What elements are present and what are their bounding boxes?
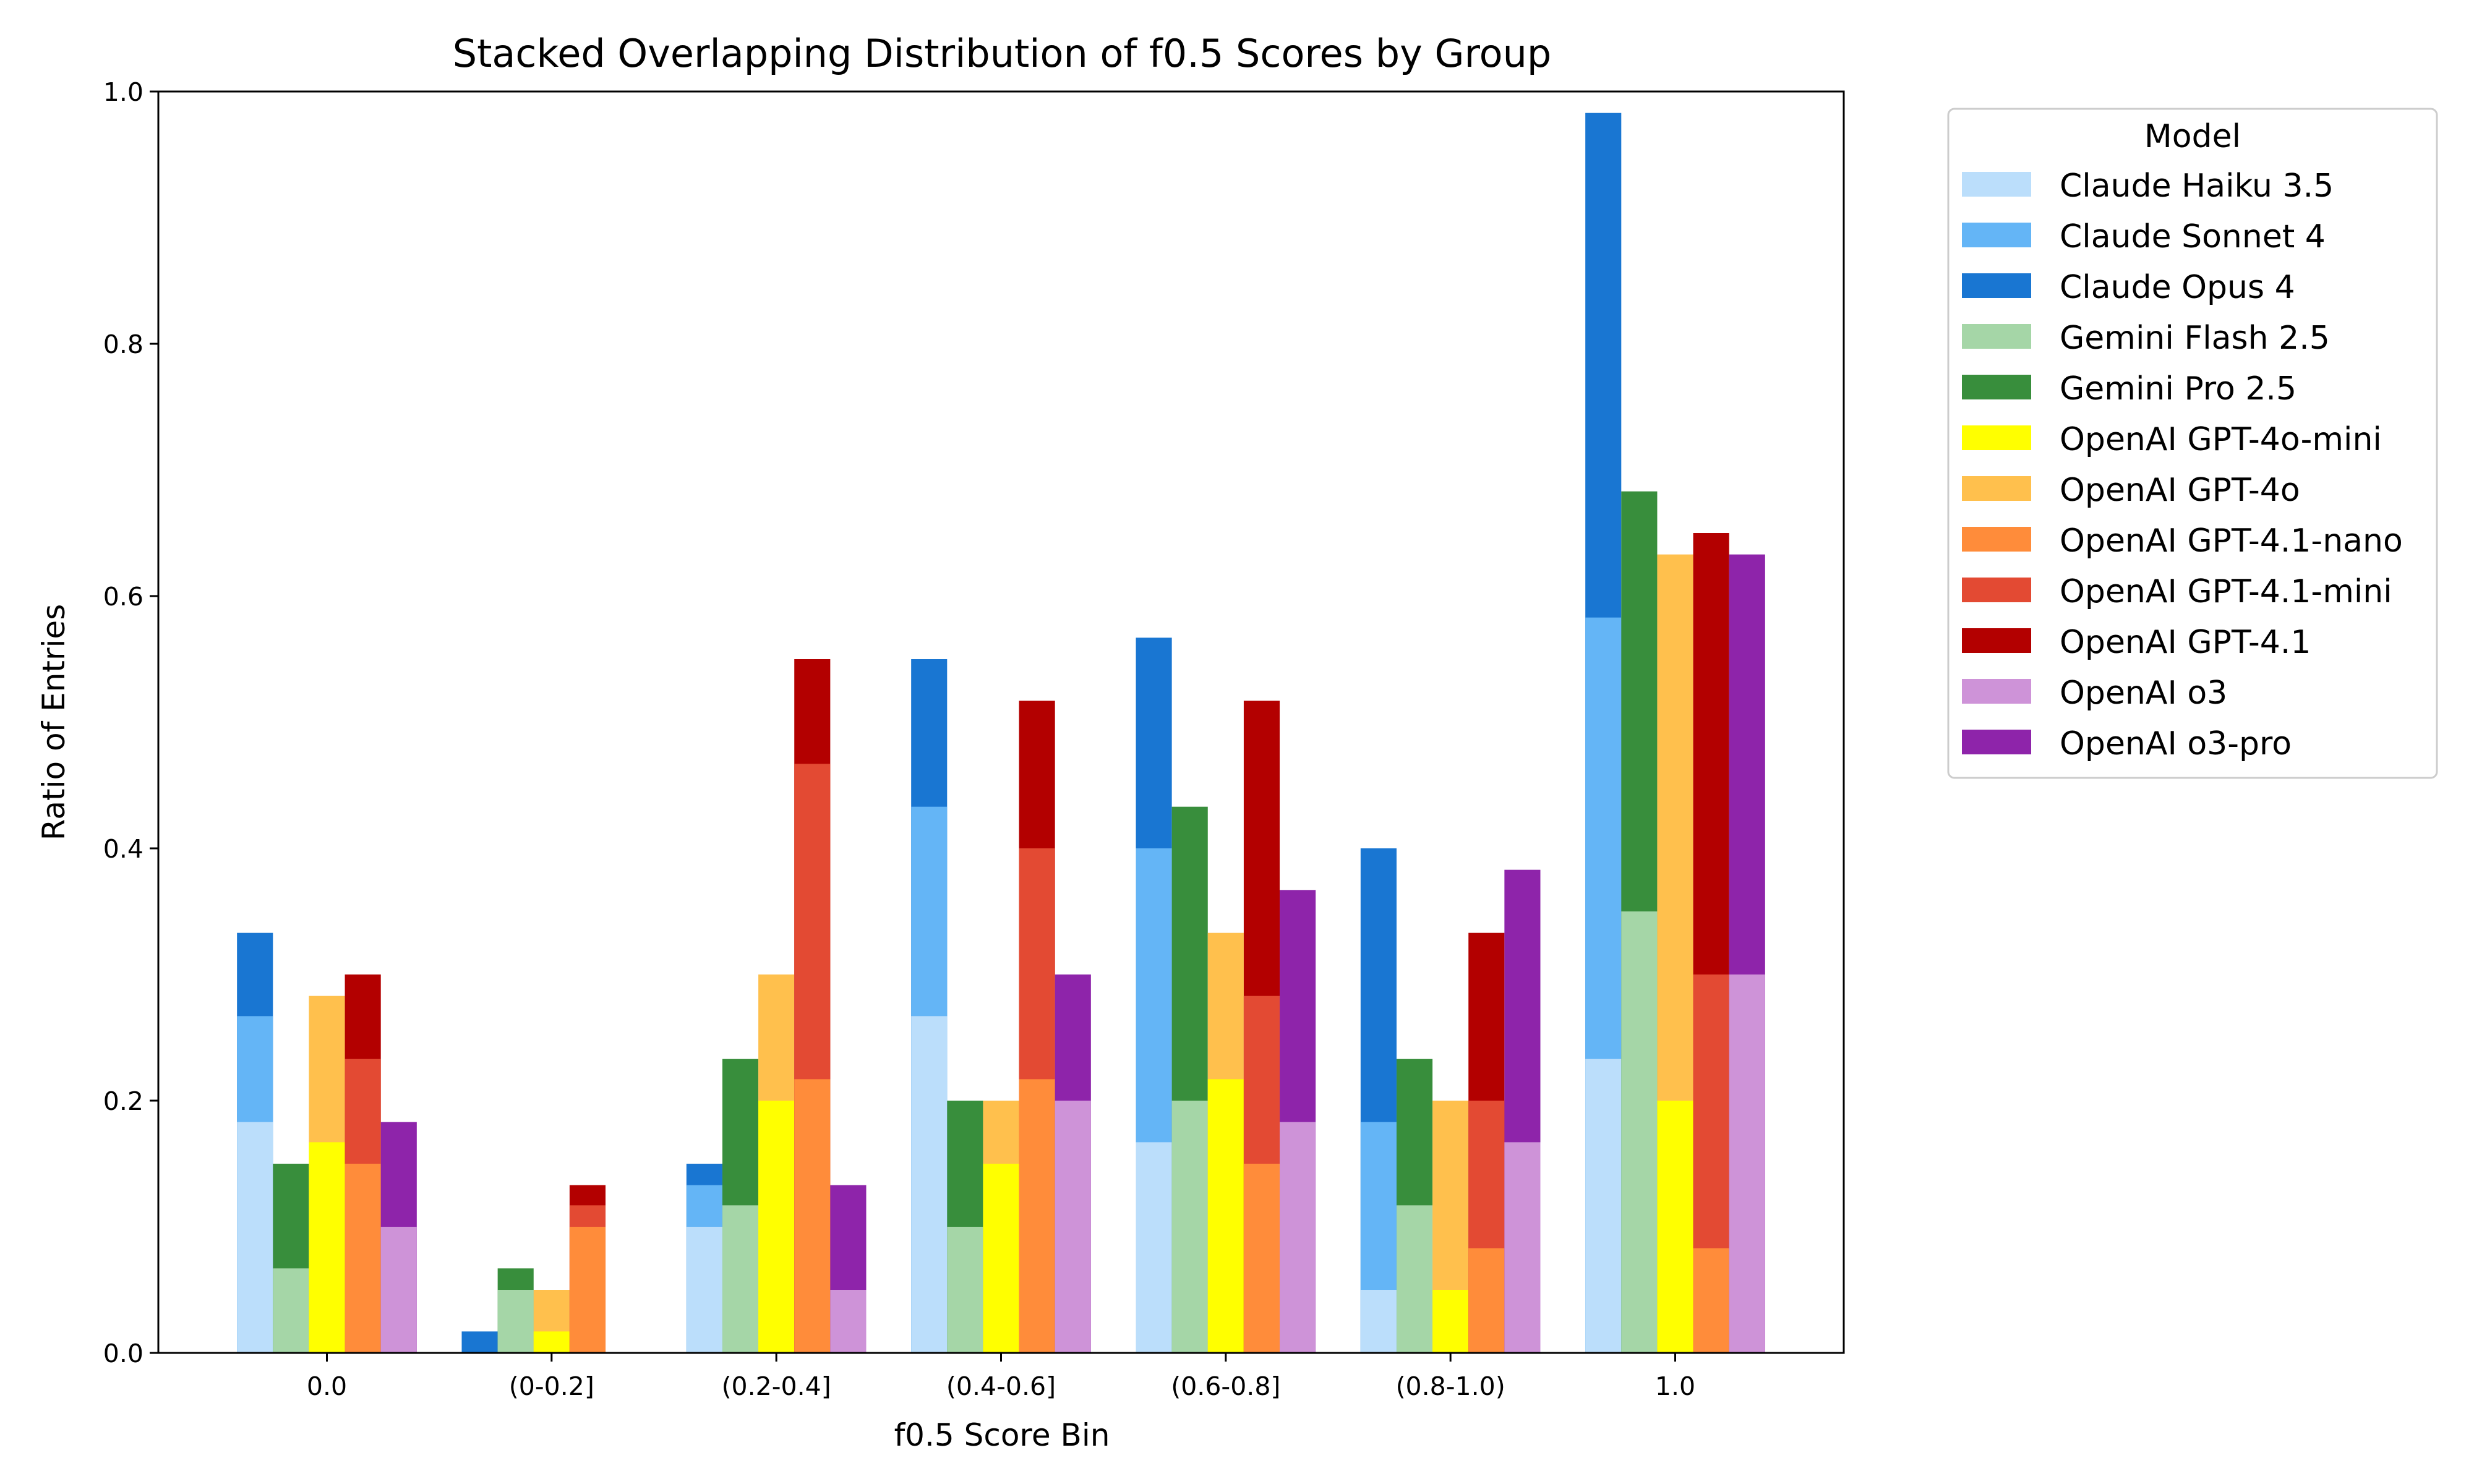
legend-swatch-gemini-flash-2-5 — [1962, 324, 2031, 349]
x-tick-label: (0.6-0.8] — [1171, 1371, 1280, 1401]
legend-label-claude-sonnet-4: Claude Sonnet 4 — [2060, 218, 2326, 255]
legend-items: Claude Haiku 3.5 Claude Sonnet 4 Claude Op… — [1962, 168, 2403, 762]
y-axis: 0.0 0.2 0.4 0.6 0.8 1.0 — [103, 77, 158, 1368]
bar-claude-opus-4-1 — [461, 1331, 498, 1353]
bar-openai-gpt-4-1-nano-0 — [345, 1164, 381, 1353]
legend-label-openai-gpt-4-1: OpenAI GPT-4.1 — [2060, 624, 2311, 661]
legend-swatch-openai-gpt-4o — [1962, 476, 2031, 501]
bar-openai-gpt-4o-mini-6 — [1657, 1101, 1693, 1353]
legend-swatch-openai-gpt-4-1-mini — [1962, 578, 2031, 602]
bar-openai-o3-5 — [1504, 1142, 1541, 1353]
legend-label-gemini-pro-2-5: Gemini Pro 2.5 — [2060, 370, 2296, 407]
legend-swatch-openai-gpt-4o-mini — [1962, 425, 2031, 450]
bar-openai-gpt-4o-mini-0 — [309, 1142, 345, 1353]
bar-gemini-flash-2-5-1 — [497, 1290, 534, 1353]
bar-openai-gpt-4-1-nano-4 — [1243, 1164, 1280, 1353]
y-tick-label: 1.0 — [103, 77, 143, 107]
y-tick-label: 0.2 — [103, 1086, 143, 1116]
bar-claude-haiku-3-5-3 — [911, 1016, 948, 1353]
bar-openai-o3-3 — [1055, 1101, 1091, 1353]
x-tick-label: (0.4-0.6] — [946, 1371, 1056, 1401]
legend-swatch-gemini-pro-2-5 — [1962, 375, 2031, 399]
bar-gemini-flash-2-5-2 — [722, 1205, 759, 1353]
bar-openai-gpt-4-1-nano-2 — [794, 1079, 831, 1353]
legend-label-openai-o3: OpenAI o3 — [2060, 675, 2227, 712]
x-axis: 0.0 (0-0.2] (0.2-0.4] (0.4-0.6] (0.6-0.8] (0.… — [307, 1353, 1695, 1401]
legend-label-gemini-flash-2-5: Gemini Flash 2.5 — [2060, 320, 2330, 357]
bar-openai-gpt-4o-mini-4 — [1207, 1079, 1244, 1353]
x-tick-label: (0.8-1.0) — [1396, 1371, 1505, 1401]
chart-title: Stacked Overlapping Distribution of f0.5… — [453, 31, 1551, 76]
legend-swatch-openai-o3-pro — [1962, 730, 2031, 754]
bar-openai-o3-2 — [830, 1290, 867, 1353]
x-tick-label: 1.0 — [1655, 1371, 1695, 1401]
x-tick-label: 0.0 — [307, 1371, 347, 1401]
legend-label-claude-opus-4: Claude Opus 4 — [2060, 269, 2295, 306]
legend-label-openai-gpt-4-1-nano: OpenAI GPT-4.1-nano — [2060, 522, 2403, 560]
legend-label-openai-gpt-4-1-mini: OpenAI GPT-4.1-mini — [2060, 573, 2392, 610]
bars-layer — [237, 113, 1765, 1354]
bar-gemini-flash-2-5-3 — [947, 1227, 983, 1353]
legend-label-openai-gpt-4o: OpenAI GPT-4o — [2060, 472, 2300, 509]
legend-box — [1947, 108, 2438, 779]
bar-openai-gpt-4-1-nano-3 — [1019, 1079, 1055, 1353]
x-tick-label: (0-0.2] — [509, 1371, 594, 1401]
bar-openai-gpt-4o-mini-1 — [533, 1331, 570, 1353]
legend-label-openai-gpt-4o-mini: OpenAI GPT-4o-mini — [2060, 421, 2382, 458]
bar-claude-haiku-3-5-5 — [1360, 1290, 1397, 1353]
bar-gemini-flash-2-5-6 — [1621, 911, 1658, 1353]
x-tick-label: (0.2-0.4] — [722, 1371, 831, 1401]
bar-gemini-flash-2-5-5 — [1396, 1205, 1433, 1353]
y-tick-label: 0.4 — [103, 834, 143, 864]
y-tick-label: 0.6 — [103, 582, 143, 612]
bar-openai-gpt-4o-mini-2 — [758, 1101, 795, 1353]
bar-openai-gpt-4o-mini-5 — [1432, 1290, 1469, 1353]
bar-claude-haiku-3-5-2 — [686, 1227, 722, 1353]
legend-swatch-claude-sonnet-4 — [1962, 223, 2031, 247]
bar-openai-o3-6 — [1729, 974, 1765, 1353]
legend-swatch-claude-opus-4 — [1962, 273, 2031, 298]
y-tick-label: 0.0 — [103, 1339, 143, 1368]
bar-openai-gpt-4-1-nano-6 — [1693, 1248, 1729, 1353]
legend-label-openai-o3-pro: OpenAI o3-pro — [2060, 725, 2292, 762]
bar-openai-o3-4 — [1280, 1122, 1316, 1353]
legend-swatch-openai-gpt-4-1-nano — [1962, 527, 2031, 552]
legend-swatch-claude-haiku-3-5 — [1962, 172, 2031, 197]
legend-swatch-openai-o3 — [1962, 679, 2031, 704]
y-tick-label: 0.8 — [103, 330, 143, 359]
bar-openai-gpt-4o-mini-3 — [983, 1164, 1019, 1353]
legend-title: Model — [2144, 118, 2241, 155]
bar-gemini-flash-2-5-0 — [273, 1268, 309, 1353]
bar-openai-gpt-4-1-nano-5 — [1468, 1248, 1505, 1353]
legend-label-claude-haiku-3-5: Claude Haiku 3.5 — [2060, 168, 2334, 205]
bar-claude-haiku-3-5-0 — [237, 1122, 273, 1353]
bar-claude-haiku-3-5-6 — [1585, 1059, 1622, 1353]
x-axis-title: f0.5 Score Bin — [894, 1417, 1110, 1453]
bar-openai-gpt-4-1-nano-1 — [569, 1227, 606, 1353]
y-axis-title: Ratio of Entries — [36, 604, 72, 841]
legend-swatch-openai-gpt-4-1 — [1962, 628, 2031, 653]
bar-claude-haiku-3-5-4 — [1136, 1142, 1172, 1353]
bar-openai-o3-0 — [380, 1227, 417, 1353]
bar-gemini-flash-2-5-4 — [1171, 1101, 1208, 1353]
